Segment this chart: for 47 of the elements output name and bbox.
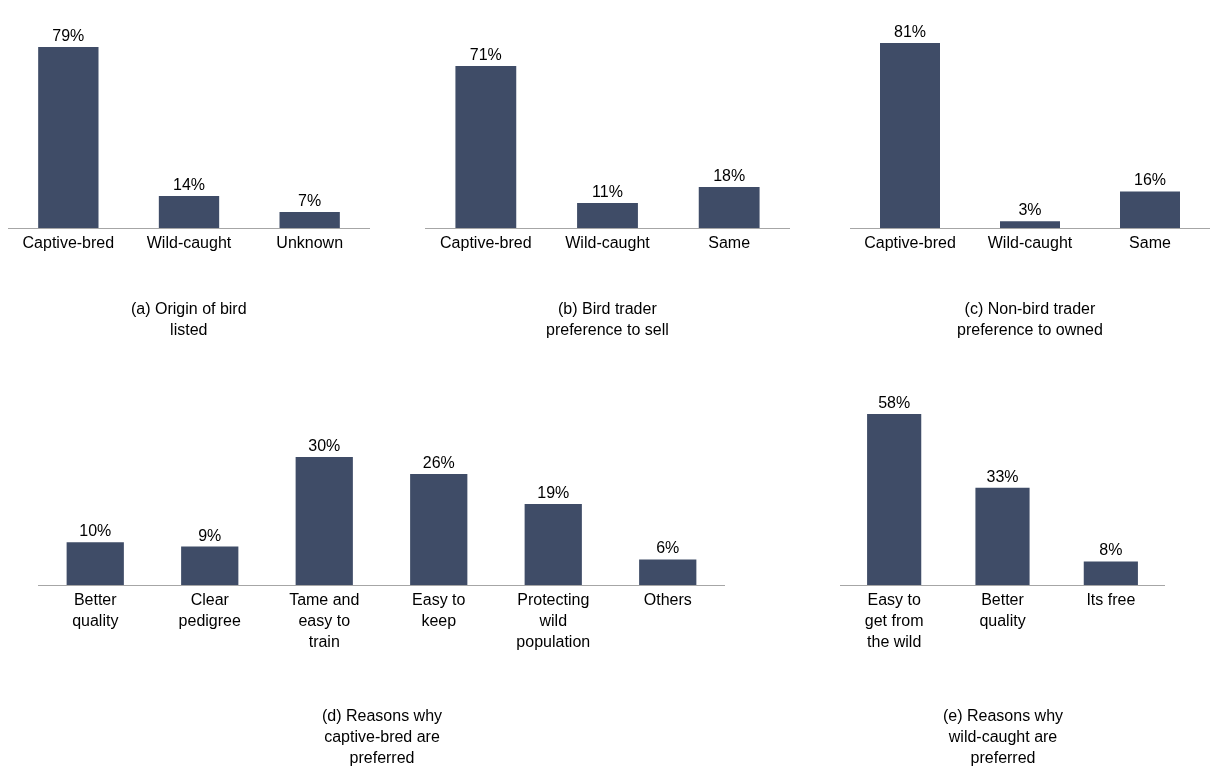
x-tick-label: Wild-caught <box>565 234 651 252</box>
x-tick-label: Same <box>1129 234 1171 252</box>
x-tick-label: Better quality <box>979 591 1026 629</box>
x-tick-label: Unknown <box>276 234 344 252</box>
data-label: 81% <box>893 23 927 40</box>
text: (e) Reasons why wild-caught are preferred <box>943 707 1064 766</box>
bar <box>295 457 353 585</box>
data-label: 9% <box>198 526 222 544</box>
x-tick-label: Protecting wild population <box>516 591 591 650</box>
data-label: 58% <box>878 394 911 411</box>
x-tick-label: Same <box>708 234 751 252</box>
x-tick-label: Clear pedigree <box>178 591 241 629</box>
text: (b) Bird trader preference to sell <box>546 300 669 338</box>
x-tick-label: Captive-bred <box>440 234 532 252</box>
text: (a) Origin of bird listed <box>131 300 247 338</box>
data-label: 30% <box>308 437 341 454</box>
bar <box>181 546 239 585</box>
x-tick-label: Others <box>643 591 692 609</box>
data-label: 16% <box>1133 171 1167 189</box>
data-label: 79% <box>52 27 85 44</box>
x-tick-label: Easy to keep <box>412 591 466 629</box>
x-tick-label: Better quality <box>72 591 119 629</box>
data-label: 10% <box>79 522 112 540</box>
data-label: 19% <box>537 483 570 501</box>
data-label: 6% <box>656 539 680 557</box>
x-tick-label: Its free <box>1086 591 1136 609</box>
data-label: 14% <box>172 175 206 193</box>
data-label: 8% <box>1099 541 1123 559</box>
bar <box>66 542 124 585</box>
x-tick-label: Captive-bred <box>864 234 956 252</box>
x-tick-label: Wild-caught <box>146 234 232 252</box>
text: (c) Non-bird trader preference to owned <box>957 300 1103 338</box>
bar <box>639 559 697 585</box>
data-label: 7% <box>298 191 322 209</box>
data-label: 18% <box>713 166 746 184</box>
x-tick-label: Captive-bred <box>22 234 115 252</box>
data-label: 71% <box>469 46 502 63</box>
x-tick-label: Easy to get from the wild <box>864 591 924 650</box>
text: (d) Reasons why captive-bred are preferred <box>322 707 443 766</box>
data-label: 26% <box>422 454 455 472</box>
bar <box>524 503 582 585</box>
data-label: 11% <box>592 182 623 200</box>
x-tick-label: Tame and easy to train <box>289 591 360 650</box>
bar <box>410 474 468 585</box>
x-tick-label: Wild-caught <box>987 234 1073 252</box>
data-label: 33% <box>986 467 1019 485</box>
data-label: 3% <box>1018 201 1042 219</box>
